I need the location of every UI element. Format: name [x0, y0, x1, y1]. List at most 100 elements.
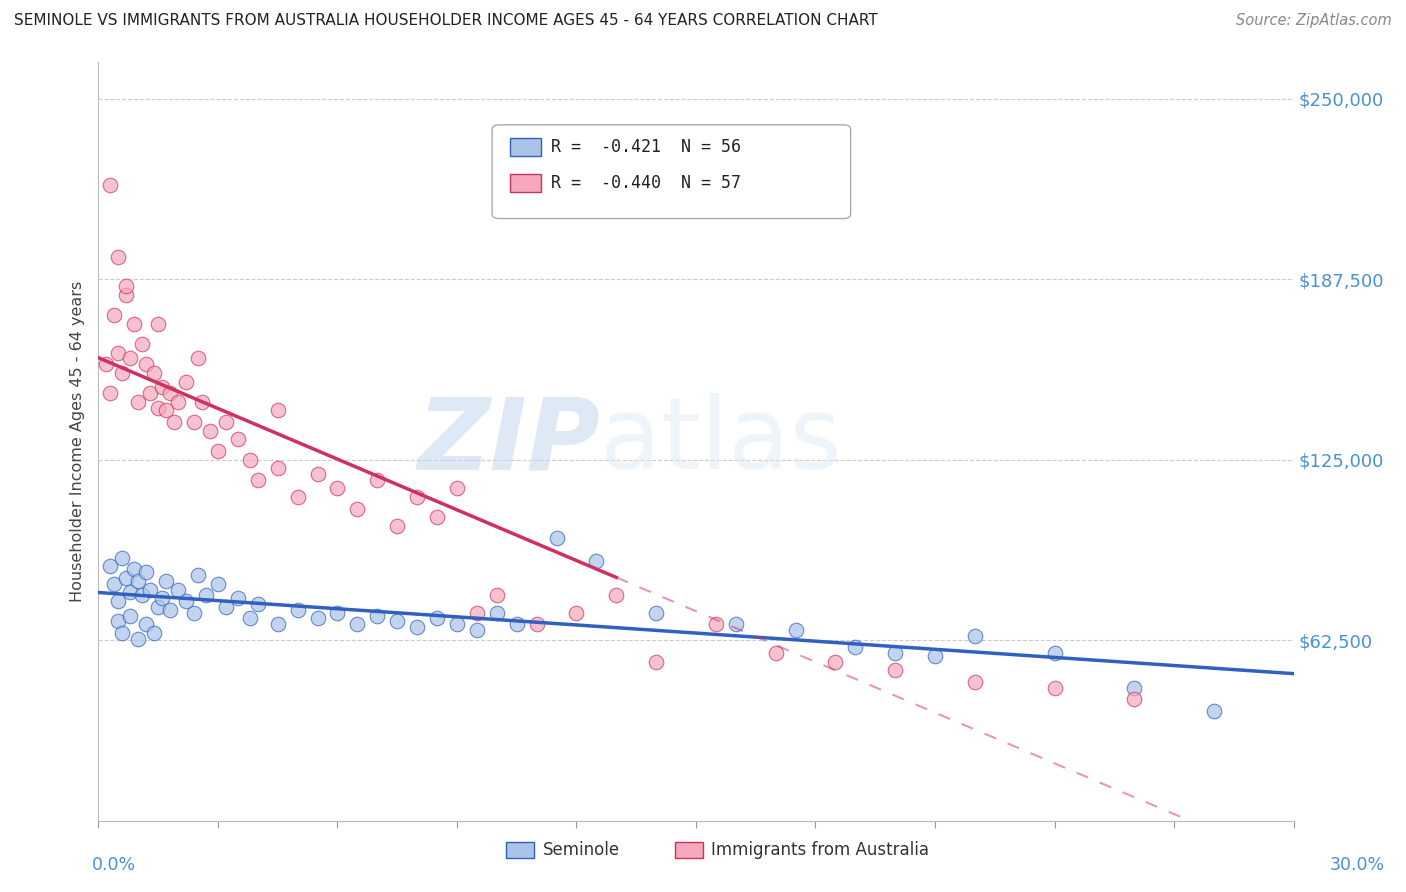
Point	[159, 386, 181, 401]
Point	[207, 576, 229, 591]
Point	[785, 623, 807, 637]
Point	[103, 576, 125, 591]
Point	[724, 617, 747, 632]
Point	[103, 308, 125, 322]
Point	[884, 664, 907, 678]
Text: ZIP: ZIP	[418, 393, 600, 490]
Point	[131, 588, 153, 602]
Point	[307, 611, 329, 625]
Point	[366, 608, 388, 623]
Point	[120, 351, 142, 366]
Point	[287, 490, 309, 504]
Point	[135, 357, 157, 371]
Y-axis label: Householder Income Ages 45 - 64 years: Householder Income Ages 45 - 64 years	[69, 281, 84, 602]
Point	[143, 366, 166, 380]
Point	[174, 375, 197, 389]
Point	[215, 415, 238, 429]
Point	[127, 394, 149, 409]
Point	[406, 490, 429, 504]
Point	[107, 594, 129, 608]
Point	[605, 588, 627, 602]
Point	[526, 617, 548, 632]
Point	[215, 599, 238, 614]
Point	[148, 317, 170, 331]
Point	[924, 648, 946, 663]
Point	[127, 632, 149, 646]
Point	[267, 403, 290, 417]
Point	[645, 606, 668, 620]
Point	[346, 501, 368, 516]
Point	[139, 386, 162, 401]
Point	[195, 588, 218, 602]
Point	[150, 380, 173, 394]
Point	[96, 357, 118, 371]
Point	[107, 615, 129, 629]
Point	[824, 655, 846, 669]
Point	[765, 646, 787, 660]
Point	[135, 617, 157, 632]
Point	[546, 531, 568, 545]
Text: 0.0%: 0.0%	[91, 855, 135, 873]
Point	[1043, 646, 1066, 660]
Point	[187, 568, 209, 582]
Point	[307, 467, 329, 481]
Point	[111, 626, 134, 640]
Point	[120, 585, 142, 599]
Point	[163, 415, 186, 429]
Point	[485, 588, 508, 602]
Point	[465, 606, 488, 620]
Point	[155, 574, 177, 588]
Point	[226, 591, 249, 606]
Point	[226, 433, 249, 447]
Point	[385, 615, 409, 629]
Point	[1123, 681, 1146, 695]
Point	[143, 626, 166, 640]
Point	[506, 617, 529, 632]
Point	[465, 623, 488, 637]
Point	[385, 519, 409, 533]
Point	[111, 366, 134, 380]
Point	[485, 606, 508, 620]
Point	[426, 611, 449, 625]
Point	[963, 675, 986, 690]
Text: R =  -0.440  N = 57: R = -0.440 N = 57	[551, 174, 741, 192]
Point	[963, 629, 986, 643]
Text: Immigrants from Australia: Immigrants from Australia	[711, 841, 929, 859]
Text: Seminole: Seminole	[543, 841, 620, 859]
Point	[366, 473, 388, 487]
Point	[267, 461, 290, 475]
Point	[346, 617, 368, 632]
Point	[426, 510, 449, 524]
Point	[98, 386, 122, 401]
Point	[167, 582, 190, 597]
Point	[148, 401, 170, 415]
Point	[585, 554, 607, 568]
Point	[1202, 704, 1225, 718]
Point	[115, 571, 138, 585]
Point	[107, 251, 129, 265]
Point	[207, 444, 229, 458]
Text: R =  -0.421  N = 56: R = -0.421 N = 56	[551, 138, 741, 156]
Point	[107, 345, 129, 359]
Point	[139, 582, 162, 597]
Point	[446, 617, 468, 632]
Text: 30.0%: 30.0%	[1330, 855, 1385, 873]
Point	[98, 178, 122, 193]
Point	[406, 620, 429, 634]
Point	[183, 415, 205, 429]
Point	[159, 603, 181, 617]
Point	[326, 606, 349, 620]
Point	[148, 599, 170, 614]
Point	[191, 394, 214, 409]
Point	[246, 597, 269, 611]
Point	[246, 473, 269, 487]
Point	[167, 394, 190, 409]
Point	[1043, 681, 1066, 695]
Point	[1123, 692, 1146, 706]
Point	[124, 317, 146, 331]
Text: atlas: atlas	[600, 393, 842, 490]
Text: Source: ZipAtlas.com: Source: ZipAtlas.com	[1236, 13, 1392, 29]
Point	[124, 562, 146, 576]
Point	[127, 574, 149, 588]
Point	[155, 403, 177, 417]
